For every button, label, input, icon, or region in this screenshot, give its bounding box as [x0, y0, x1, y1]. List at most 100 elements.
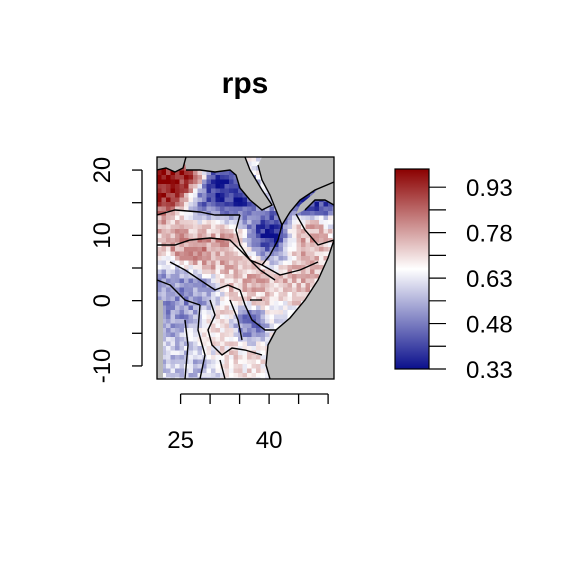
heatmap-cell: [184, 256, 189, 261]
heatmap-cell: [265, 314, 270, 320]
heatmap-cell: [193, 350, 198, 356]
heatmap-cell: [269, 296, 275, 302]
heatmap-cell: [188, 355, 194, 360]
heatmap-cell: [215, 359, 221, 365]
heatmap-cell: [170, 184, 176, 189]
heatmap-cell: [206, 175, 212, 180]
heatmap-cell: [238, 341, 243, 347]
heatmap-cell: [202, 292, 207, 297]
heatmap-cell: [260, 346, 266, 351]
heatmap-cell: [224, 229, 230, 234]
heatmap-cell: [193, 377, 198, 379]
heatmap-cell: [260, 355, 266, 360]
heatmap-cell: [202, 188, 207, 194]
heatmap-cell: [233, 364, 239, 369]
heatmap-cell: [274, 211, 279, 216]
heatmap-cell: [274, 278, 279, 284]
heatmap-cell: [161, 251, 167, 257]
heatmap-cell: [157, 197, 162, 203]
heatmap-cell: [310, 238, 315, 243]
heatmap-cell: [184, 197, 189, 203]
heatmap-cell: [211, 328, 216, 333]
heatmap-cell: [206, 355, 212, 360]
heatmap-cell: [206, 359, 212, 365]
heatmap-cell: [170, 314, 176, 320]
heatmap-cell: [170, 238, 176, 243]
heatmap-cell: [251, 242, 257, 248]
heatmap-cell: [193, 202, 198, 207]
heatmap-cell: [260, 265, 266, 270]
border-car: [169, 261, 241, 291]
heatmap-cell: [161, 355, 167, 360]
heatmap-cell: [179, 337, 185, 342]
heatmap-cell: [211, 283, 216, 288]
heatmap-cell: [161, 314, 167, 320]
heatmap-cell: [224, 202, 230, 207]
heatmap-cell: [305, 211, 311, 216]
heatmap-cell: [215, 184, 221, 189]
heatmap-cell: [184, 278, 189, 284]
heatmap-cell: [251, 355, 257, 360]
heatmap-cell: [193, 359, 198, 365]
heatmap-cell: [247, 350, 252, 356]
heatmap-cell: [332, 233, 334, 239]
heatmap-cell: [283, 292, 288, 297]
heatmap-cell: [170, 346, 176, 351]
heatmap-cell: [229, 211, 234, 216]
heatmap-cell: [292, 251, 297, 257]
heatmap-cell: [319, 238, 324, 243]
heatmap-cell: [265, 260, 270, 266]
colorbar-tick-label: 0.48: [466, 312, 513, 339]
heatmap-cell: [256, 319, 261, 324]
heatmap-cell: [175, 193, 180, 198]
heatmap-cell: [301, 283, 306, 288]
heatmap-cell: [206, 346, 212, 351]
heatmap-cell: [215, 224, 221, 230]
heatmap-cell: [238, 274, 243, 279]
heatmap-cell: [233, 211, 239, 216]
heatmap-cell: [319, 224, 324, 230]
heatmap-cell: [242, 368, 248, 374]
heatmap-cell: [175, 323, 180, 329]
heatmap-cell: [193, 314, 198, 320]
heatmap-cell: [193, 355, 198, 360]
heatmap-cell: [251, 323, 257, 329]
heatmap-cell: [206, 206, 212, 212]
heatmap-cell: [269, 265, 275, 270]
heatmap-cell: [274, 269, 279, 275]
heatmap-cell: [224, 274, 230, 279]
heatmap-cell: [170, 233, 176, 239]
heatmap-cell: [256, 292, 261, 297]
heatmap-cell: [319, 260, 324, 266]
heatmap-cell: [175, 337, 180, 342]
heatmap-cell: [224, 175, 230, 180]
heatmap-cell: [314, 238, 320, 243]
heatmap-cell: [269, 301, 275, 306]
heatmap-cell: [161, 287, 167, 293]
heatmap-cell: [161, 319, 167, 324]
heatmap-cell: [260, 224, 266, 230]
heatmap-cell: [242, 193, 248, 198]
heatmap-cell: [274, 314, 279, 320]
heatmap-cell: [184, 301, 189, 306]
heatmap-cell: [175, 224, 180, 230]
heatmap-cell: [247, 319, 252, 324]
heatmap-cell: [215, 278, 221, 284]
heatmap-cell: [215, 233, 221, 239]
heatmap-cell: [274, 301, 279, 306]
y-tick-label: 10: [89, 222, 116, 249]
heatmap-cell: [197, 314, 203, 320]
heatmap-cell: [224, 314, 230, 320]
heatmap-cell: [184, 202, 189, 207]
heatmap-cell: [175, 170, 180, 176]
heatmap-cell: [242, 364, 248, 369]
heatmap-cell: [211, 238, 216, 243]
heatmap-cell: [211, 377, 216, 379]
heatmap-cell: [188, 197, 194, 203]
heatmap-cell: [211, 247, 216, 252]
heatmap-cell: [166, 287, 171, 293]
heatmap-cell: [175, 274, 180, 279]
heatmap-cell: [211, 278, 216, 284]
heatmap-cell: [278, 305, 284, 311]
heatmap-cell: [184, 211, 189, 216]
